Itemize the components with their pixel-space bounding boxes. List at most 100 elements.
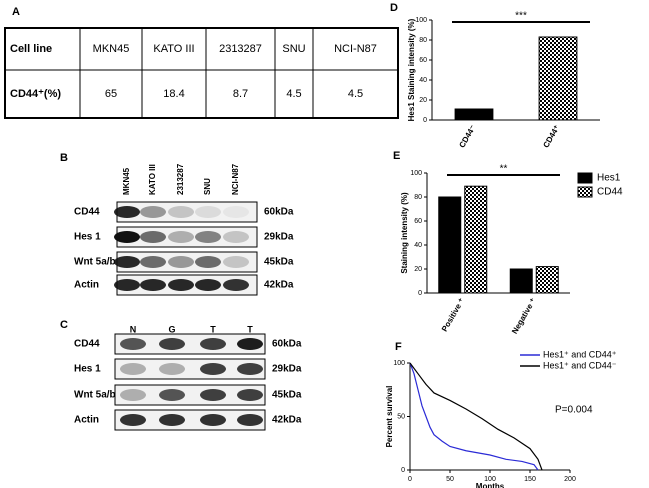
size-label: 29kDa xyxy=(264,232,294,243)
blot-band xyxy=(140,206,166,218)
legend-label: Hes1 xyxy=(597,173,621,184)
blot-strip xyxy=(114,358,266,380)
row-label: Wnt 5a/b xyxy=(74,390,116,401)
panel-label: F xyxy=(395,341,402,353)
blot-strip xyxy=(114,409,266,431)
lane-label: T xyxy=(210,324,216,334)
blot-band xyxy=(223,206,249,218)
blot-strip xyxy=(114,333,266,355)
blot-band xyxy=(140,279,166,291)
blot-band xyxy=(114,256,140,268)
y-tick-label: 0 xyxy=(423,117,427,124)
blot-band xyxy=(237,414,263,426)
panel-label: B xyxy=(60,152,68,164)
size-label: 60kDa xyxy=(272,339,302,350)
bar xyxy=(535,266,559,294)
blot-band xyxy=(168,231,194,243)
panel-label: D xyxy=(390,2,398,14)
blot-band xyxy=(168,256,194,268)
x-tick-label: 100 xyxy=(484,476,496,483)
blot-band xyxy=(200,363,226,375)
table-cell: 18.4 xyxy=(163,88,184,100)
y-tick-label: 20 xyxy=(419,97,427,104)
blot-band xyxy=(159,363,185,375)
y-tick-label: 100 xyxy=(415,17,427,24)
annotation: P=0.004 xyxy=(555,405,593,416)
legend-label: Hes1⁺ and CD44⁺ xyxy=(543,349,617,359)
x-tick-label: 50 xyxy=(446,476,454,483)
blot-band xyxy=(200,389,226,401)
blot-band xyxy=(120,363,146,375)
legend-label: CD44 xyxy=(597,187,623,198)
blot-band xyxy=(200,414,226,426)
bar xyxy=(509,268,533,294)
blot-band xyxy=(120,338,146,350)
panel-label: A xyxy=(12,6,20,18)
row-label: CD44 xyxy=(74,207,100,218)
lane-label: MKN45 xyxy=(122,167,131,195)
lane-label: SNU xyxy=(203,178,212,195)
y-tick-label: 60 xyxy=(419,57,427,64)
size-label: 60kDa xyxy=(264,207,294,218)
blot-band xyxy=(195,206,221,218)
blot-band xyxy=(200,338,226,350)
y-tick-label: 80 xyxy=(419,37,427,44)
table-cell: 2313287 xyxy=(219,43,262,55)
row-label: Actin xyxy=(74,415,99,426)
table-cell: MKN45 xyxy=(93,43,130,55)
blot-strip xyxy=(114,384,266,406)
blot-band xyxy=(159,338,185,350)
row-label: Wnt 5a/b xyxy=(74,257,116,268)
table-cell: KATO III xyxy=(153,43,194,55)
bar xyxy=(438,196,462,294)
x-tick-label: Positive ⁺ xyxy=(440,297,466,334)
table-cell: NCI-N87 xyxy=(334,43,377,55)
bar xyxy=(538,36,578,121)
blot-band xyxy=(223,231,249,243)
x-tick-label: 0 xyxy=(408,476,412,483)
blot-band xyxy=(223,279,249,291)
blot-band xyxy=(140,231,166,243)
blot-band xyxy=(114,231,140,243)
annotation: *** xyxy=(515,11,527,22)
panel-label: C xyxy=(60,319,68,331)
row-label: CD44 xyxy=(74,339,100,350)
table-cell: Cell line xyxy=(10,43,52,55)
table-border xyxy=(4,27,399,119)
y-axis-label: Staining intensity (%) xyxy=(400,192,409,274)
y-tick-label: 80 xyxy=(414,194,422,201)
x-tick-label: CD44⁺ xyxy=(541,124,561,150)
lane-label: 2313287 xyxy=(176,163,185,195)
blot-band xyxy=(195,279,221,291)
size-label: 42kDa xyxy=(272,415,302,426)
size-label: 45kDa xyxy=(272,390,302,401)
bar xyxy=(464,185,488,294)
y-tick-label: 40 xyxy=(414,242,422,249)
lane-label: N xyxy=(130,324,137,334)
blot-band xyxy=(159,389,185,401)
blot-band xyxy=(120,389,146,401)
panel-label: E xyxy=(393,150,400,162)
table-cell: CD44⁺(%) xyxy=(10,88,61,100)
blot-band xyxy=(237,338,263,350)
blot-band xyxy=(168,206,194,218)
blot-band xyxy=(195,231,221,243)
blot-band xyxy=(120,414,146,426)
x-tick-label: 150 xyxy=(524,476,536,483)
row-label: Actin xyxy=(74,280,99,291)
size-label: 42kDa xyxy=(264,280,294,291)
y-tick-label: 0 xyxy=(401,467,405,474)
size-label: 29kDa xyxy=(272,364,302,375)
survival-line xyxy=(409,362,539,471)
x-tick-label: 200 xyxy=(564,476,576,483)
blot-band xyxy=(159,414,185,426)
y-tick-label: 20 xyxy=(414,266,422,273)
legend-swatch xyxy=(577,172,593,184)
blot-band xyxy=(237,389,263,401)
y-tick-label: 50 xyxy=(397,413,405,420)
table-cell: 4.5 xyxy=(348,88,363,100)
y-tick-label: 0 xyxy=(418,290,422,297)
legend-label: Hes1⁺ and CD44⁻ xyxy=(543,360,617,370)
lane-label: T xyxy=(247,324,253,334)
